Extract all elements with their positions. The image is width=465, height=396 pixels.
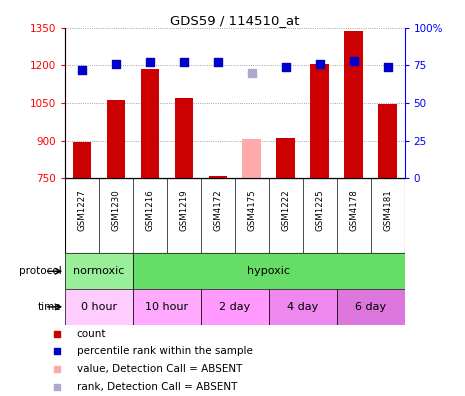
Title: GDS59 / 114510_at: GDS59 / 114510_at	[170, 13, 299, 27]
FancyBboxPatch shape	[65, 253, 133, 289]
Text: GSM4178: GSM4178	[349, 189, 358, 231]
Text: GSM4181: GSM4181	[383, 189, 392, 231]
Text: time: time	[38, 302, 62, 312]
Point	[53, 384, 61, 390]
Bar	[73, 142, 92, 178]
Point	[53, 348, 61, 355]
FancyBboxPatch shape	[65, 289, 133, 325]
Text: GSM4172: GSM4172	[213, 189, 222, 231]
FancyBboxPatch shape	[269, 289, 337, 325]
Text: GSM1227: GSM1227	[78, 189, 86, 231]
Text: GSM1216: GSM1216	[146, 189, 154, 231]
Text: count: count	[77, 329, 106, 339]
Text: percentile rank within the sample: percentile rank within the sample	[77, 346, 252, 356]
Point	[384, 64, 391, 70]
Point	[180, 59, 187, 65]
Text: 0 hour: 0 hour	[81, 302, 117, 312]
Bar	[378, 104, 397, 178]
Point	[53, 366, 61, 372]
Point	[112, 61, 120, 67]
FancyBboxPatch shape	[201, 289, 269, 325]
Bar	[276, 138, 295, 178]
Point	[78, 67, 86, 73]
Point	[248, 70, 255, 76]
Text: normoxic: normoxic	[73, 266, 125, 276]
Text: value, Detection Call = ABSENT: value, Detection Call = ABSENT	[77, 364, 242, 374]
Bar	[310, 64, 329, 178]
Text: GSM1225: GSM1225	[315, 189, 324, 231]
Text: GSM1222: GSM1222	[281, 189, 290, 231]
Text: protocol: protocol	[19, 266, 62, 276]
Bar	[242, 139, 261, 178]
Point	[316, 61, 324, 67]
Point	[146, 59, 153, 65]
Text: GSM1230: GSM1230	[112, 189, 120, 231]
Text: 2 day: 2 day	[219, 302, 251, 312]
Bar	[174, 98, 193, 178]
FancyBboxPatch shape	[133, 253, 405, 289]
Bar	[208, 177, 227, 178]
FancyBboxPatch shape	[133, 289, 201, 325]
Text: 6 day: 6 day	[355, 302, 386, 312]
Text: 4 day: 4 day	[287, 302, 319, 312]
Text: rank, Detection Call = ABSENT: rank, Detection Call = ABSENT	[77, 382, 237, 392]
Bar	[106, 101, 126, 178]
Text: hypoxic: hypoxic	[247, 266, 290, 276]
Point	[53, 330, 61, 337]
Bar	[344, 31, 363, 178]
Point	[214, 59, 221, 65]
Text: GSM4175: GSM4175	[247, 189, 256, 231]
Point	[350, 58, 357, 64]
Text: GSM1219: GSM1219	[179, 189, 188, 231]
Point	[282, 64, 289, 70]
Text: 10 hour: 10 hour	[146, 302, 188, 312]
Bar	[140, 69, 159, 178]
FancyBboxPatch shape	[337, 289, 405, 325]
